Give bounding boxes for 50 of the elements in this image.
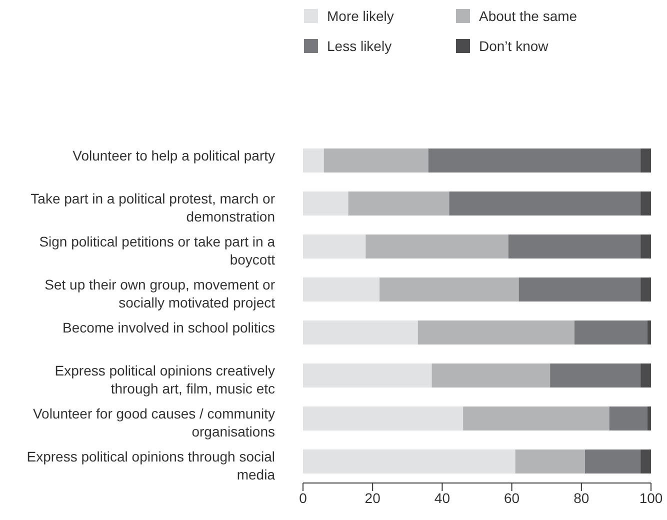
bar (303, 148, 324, 172)
bar (303, 277, 380, 302)
y-tick-label: Volunteer for good causes / community organisations (32, 406, 275, 440)
legend-label: Don’t know (479, 38, 548, 54)
x-tick-label: 40 (434, 490, 450, 506)
bar (515, 449, 585, 474)
bar (380, 277, 519, 302)
bar (518, 277, 641, 302)
y-tick-label: Volunteer to help a political party (72, 148, 275, 164)
bar (640, 148, 651, 172)
y-tick-label: Express political opinions through social media (26, 448, 276, 482)
bar (418, 320, 574, 344)
bar (449, 191, 641, 216)
bar (324, 148, 428, 172)
x-tick-label: 100 (639, 490, 663, 506)
x-tick-label: 80 (574, 490, 590, 506)
legend-label: Less likely (327, 38, 392, 54)
bar (609, 406, 648, 430)
bar (640, 363, 651, 388)
bar (463, 406, 610, 430)
y-tick-label: Sign political petitions or take part in a boycott (39, 234, 276, 268)
bar (550, 363, 641, 388)
bar (348, 191, 450, 216)
bar (428, 148, 641, 172)
legend-label: More likely (327, 8, 394, 24)
bar (303, 363, 432, 388)
bar (574, 320, 648, 344)
bar (640, 191, 651, 216)
bar (303, 320, 418, 344)
bar (303, 406, 464, 430)
bar (508, 234, 641, 258)
bar (303, 191, 348, 216)
bar (303, 449, 516, 474)
x-tick-label: 20 (364, 490, 381, 506)
y-tick-label: Take part in a political protest, march or demonstration (30, 190, 276, 224)
y-tick-label: Become involved in school politics (62, 320, 275, 336)
bar (432, 363, 550, 388)
bar (584, 449, 641, 474)
bar (303, 234, 366, 258)
y-tick-label: Set up their own group, movement or socially motivated project (44, 276, 276, 310)
bar (640, 277, 651, 302)
bar (366, 234, 508, 258)
x-tick-label: 60 (504, 490, 520, 506)
bar (648, 406, 651, 430)
bar (640, 449, 651, 474)
bar (640, 234, 651, 258)
legend-label: About the same (479, 8, 578, 24)
bar (648, 320, 651, 344)
y-tick-label: Express political opinions creatively through art, film, music etc (54, 362, 275, 396)
x-tick-label: 0 (299, 490, 308, 506)
